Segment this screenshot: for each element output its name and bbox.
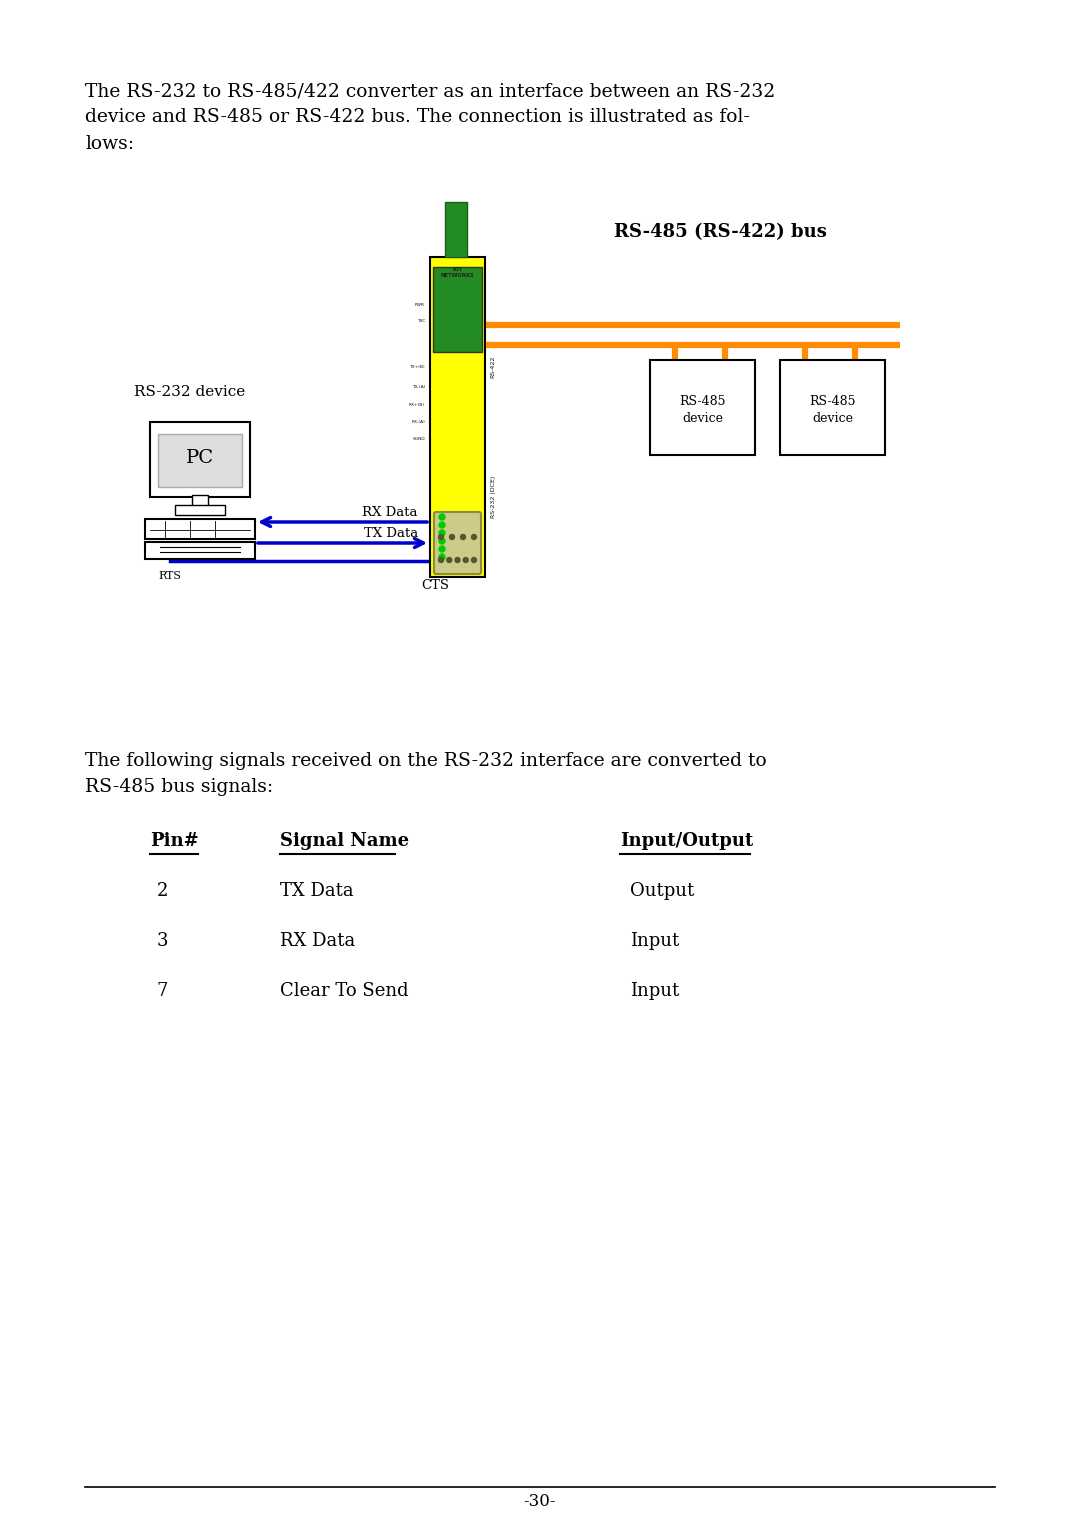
Circle shape [438,522,445,529]
Text: SGND: SGND [413,437,426,441]
Text: Input/Output: Input/Output [620,832,753,850]
Text: RS-485
device: RS-485 device [809,395,855,424]
Text: TX Data: TX Data [280,882,353,899]
Text: PWR: PWR [415,303,426,306]
Circle shape [472,558,476,562]
Text: RX+(B): RX+(B) [409,403,426,408]
Circle shape [447,558,451,562]
Text: RX-(A): RX-(A) [411,420,426,424]
Circle shape [438,545,445,552]
Text: TX Data: TX Data [364,527,418,539]
Bar [145,519,255,539]
Circle shape [455,558,460,562]
Text: Input: Input [630,931,679,950]
Text: 2: 2 [157,882,167,899]
Bar [445,202,467,257]
Circle shape [449,535,455,539]
Text: RX Data: RX Data [280,931,355,950]
Text: Output: Output [630,882,694,899]
Bar [158,434,242,487]
Text: RS-485 (RS-422) bus: RS-485 (RS-422) bus [613,224,826,241]
Text: 7: 7 [157,982,167,1000]
Bar [430,257,485,578]
Text: RX Data: RX Data [363,506,418,518]
Text: RS-422: RS-422 [490,355,496,378]
Circle shape [438,555,445,561]
Bar [150,421,249,496]
Text: KTI
NETWORKS: KTI NETWORKS [441,267,474,277]
Text: The RS-232 to RS-485/422 converter as an interface between an RS-232
device and : The RS-232 to RS-485/422 converter as an… [85,83,775,153]
Bar [192,495,208,507]
Circle shape [438,558,444,562]
Text: TX+(B): TX+(B) [409,365,426,369]
Bar [145,542,255,559]
Text: Clear To Send: Clear To Send [280,982,408,1000]
Text: PC: PC [186,449,214,467]
Text: TX-(A): TX-(A) [411,385,426,389]
Bar [433,267,482,352]
Circle shape [438,515,445,519]
Circle shape [472,535,476,539]
Bar [780,360,885,455]
Text: RS-485
device: RS-485 device [679,395,726,424]
Text: Input: Input [630,982,679,1000]
Text: 3: 3 [157,931,167,950]
Text: RTS: RTS [159,571,181,581]
Bar [175,506,225,515]
Text: Signal Name: Signal Name [280,832,409,850]
Circle shape [438,535,444,539]
Circle shape [438,538,445,544]
Text: TXC: TXC [417,319,426,323]
Circle shape [460,535,465,539]
Circle shape [463,558,469,562]
Bar [650,360,755,455]
Text: The following signals received on the RS-232 interface are converted to
RS-485 b: The following signals received on the RS… [85,752,767,797]
Circle shape [438,530,445,536]
Text: RS-232 device: RS-232 device [134,385,245,398]
Text: RS-232 (DCE): RS-232 (DCE) [490,476,496,518]
FancyBboxPatch shape [434,512,481,574]
Text: -30-: -30- [524,1494,556,1511]
Text: Pin#: Pin# [150,832,199,850]
Text: CTS: CTS [421,579,449,591]
